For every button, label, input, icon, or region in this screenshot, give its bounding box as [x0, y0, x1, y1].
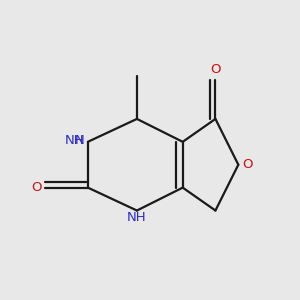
Text: O: O	[31, 181, 41, 194]
Text: O: O	[210, 63, 221, 76]
Text: O: O	[242, 158, 253, 171]
Text: N: N	[75, 134, 85, 147]
Text: NH: NH	[127, 211, 147, 224]
Text: NH: NH	[65, 134, 85, 147]
